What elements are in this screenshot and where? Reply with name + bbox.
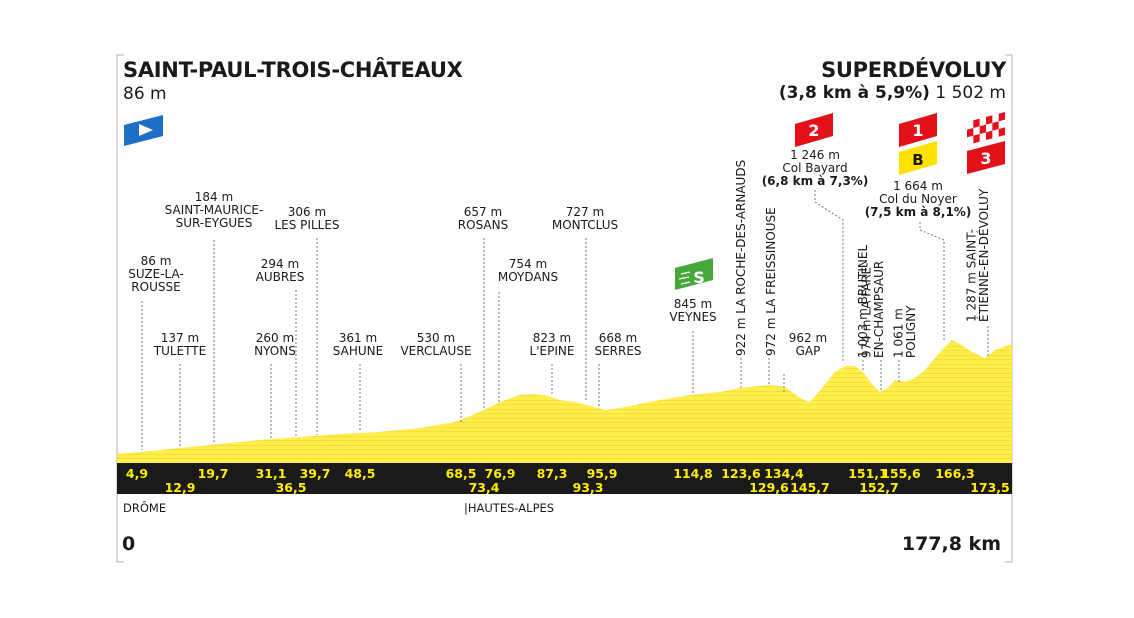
place-label: 530 m VERCLAUSE bbox=[400, 331, 471, 358]
checker-square bbox=[998, 119, 1005, 129]
km-label: 134,4 bbox=[764, 466, 804, 481]
place-label: 137 m TULETTE bbox=[153, 331, 206, 358]
checker-square bbox=[979, 132, 986, 142]
start-flag-icon bbox=[124, 115, 163, 146]
place-label: 668 m SERRES bbox=[594, 331, 641, 358]
km-label: 152,7 bbox=[859, 480, 899, 495]
place-label: 1 246 m Col Bayard (6,8 km à 7,3%) bbox=[762, 148, 869, 188]
svg-text:3: 3 bbox=[980, 149, 991, 168]
place-label: 823 m L'EPINE bbox=[530, 331, 575, 358]
place-label: 845 m VEYNES bbox=[669, 297, 716, 324]
climb-category-icon: 1 bbox=[899, 113, 937, 147]
checker-square bbox=[973, 126, 980, 136]
place-label: 1 003 m BRUTINEL bbox=[856, 245, 870, 358]
place-label: 1 061 mPOLIGNY bbox=[892, 305, 919, 358]
km-label: 95,9 bbox=[587, 466, 618, 481]
km-label: 39,7 bbox=[300, 466, 331, 481]
place-label: 361 m SAHUNE bbox=[333, 331, 383, 358]
km-label: 36,5 bbox=[276, 480, 307, 495]
place-label: 974 m LA FARE-EN-CHAMPSAUR bbox=[860, 261, 887, 358]
place-label: 306 m LES PILLES bbox=[274, 205, 339, 232]
place-label: 754 m MOYDANS bbox=[498, 257, 558, 284]
start-town-name: SAINT-PAUL-TROIS-CHÂTEAUX bbox=[123, 58, 463, 82]
checker-square bbox=[992, 113, 999, 123]
place-label: 727 m MONTCLUS bbox=[552, 205, 618, 232]
place-label: 962 m GAP bbox=[789, 331, 827, 358]
start-altitude: 86 m bbox=[123, 84, 167, 104]
km-label: 87,3 bbox=[537, 466, 568, 481]
elevation-profile bbox=[117, 340, 1012, 463]
svg-text:1: 1 bbox=[912, 121, 923, 140]
checker-square bbox=[986, 123, 993, 133]
km-label: 4,9 bbox=[126, 466, 148, 481]
km-label: 123,6 bbox=[721, 466, 761, 481]
sprint-icon: S bbox=[675, 258, 713, 290]
distance-start: 0 bbox=[122, 533, 136, 555]
place-label: 260 m NYONS bbox=[254, 331, 296, 358]
place-label: 184 m SAINT-MAURICE-SUR-EYGUES bbox=[165, 190, 264, 230]
km-label: 114,8 bbox=[673, 466, 713, 481]
km-band bbox=[117, 463, 1012, 494]
km-label: 31,1 bbox=[256, 466, 287, 481]
svg-text:S: S bbox=[693, 268, 705, 287]
distance-end: 177,8 km bbox=[901, 533, 1001, 555]
km-label: 155,6 bbox=[881, 466, 921, 481]
place-label: 657 m ROSANS bbox=[458, 205, 508, 232]
region-label-hautes-alpes: |HAUTES-ALPES bbox=[464, 501, 555, 515]
km-labels: 4,9 12,919,7 31,136,539,7 48,5 68,573,476,9 8… bbox=[126, 466, 1010, 495]
place-leader-lines bbox=[141, 190, 989, 450]
leader-line bbox=[919, 229, 945, 340]
km-label: 93,3 bbox=[573, 480, 604, 495]
place-label: 1 664 m Col du Noyer (7,5 km à 8,1%) bbox=[865, 179, 972, 219]
km-label: 173,5 bbox=[970, 480, 1010, 495]
place-label: 972 m LA FREISSINOUSE bbox=[764, 207, 778, 356]
place-label: 922 m LA ROCHE-DES-ARNAUDS bbox=[734, 160, 748, 356]
km-label: 19,7 bbox=[198, 466, 229, 481]
km-label: 73,4 bbox=[469, 480, 500, 495]
svg-text:B: B bbox=[912, 151, 923, 169]
km-label: 68,5 bbox=[446, 466, 477, 481]
finish-climb-info: (3,8 km à 5,9%) 1 502 m bbox=[779, 83, 1006, 103]
region-label-drome: DRÔME bbox=[123, 501, 167, 515]
place-label: 1 287 m SAINT-ÉTIENNE-EN-DÉVOLUY bbox=[965, 188, 992, 322]
climb-category-icon: 3 bbox=[967, 141, 1005, 174]
place-label: 294 m AUBRES bbox=[256, 257, 305, 284]
leader-line bbox=[814, 201, 844, 362]
km-label: 129,6 bbox=[749, 480, 789, 495]
chart-frame bbox=[116, 54, 1013, 563]
checker-square bbox=[992, 129, 999, 139]
km-label: 12,9 bbox=[165, 480, 196, 495]
finish-town-name: SUPERDÉVOLUY bbox=[821, 58, 1006, 82]
checker-square bbox=[967, 120, 974, 130]
finish-climb-gradient: (3,8 km à 5,9%) bbox=[778, 83, 930, 103]
place-labels: 86 m SUZE-LA-ROUSSE 137 m TULETTE 184 m SAINT… bbox=[128, 148, 991, 358]
finish-altitude: 1 502 m bbox=[935, 83, 1006, 103]
km-label: 145,7 bbox=[790, 480, 830, 495]
climb-category-icon: 2 bbox=[795, 113, 833, 147]
km-label: 166,3 bbox=[935, 466, 975, 481]
bonus-icon: B bbox=[899, 141, 937, 175]
finish-flag-icon bbox=[967, 112, 1005, 145]
km-label: 76,9 bbox=[485, 466, 516, 481]
km-label: 151,1 bbox=[848, 466, 888, 481]
km-label: 48,5 bbox=[345, 466, 376, 481]
place-label: 86 m SUZE-LA-ROUSSE bbox=[128, 254, 184, 294]
checker-square bbox=[967, 135, 974, 145]
svg-text:2: 2 bbox=[808, 121, 819, 140]
checker-square bbox=[979, 117, 986, 127]
